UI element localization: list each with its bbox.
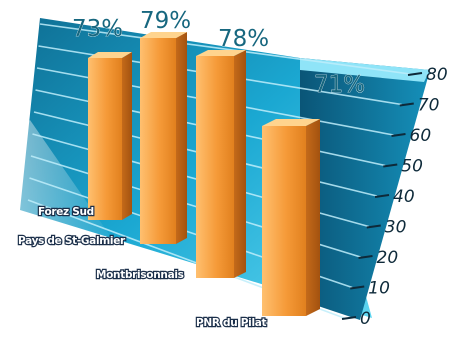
- category-label: PNR du Pilat: [196, 317, 267, 329]
- data-label: 79%: [140, 8, 191, 34]
- bar: [88, 52, 132, 220]
- tick-label: 10: [368, 279, 390, 299]
- bar-side: [234, 50, 246, 278]
- gridline: [39, 23, 411, 75]
- tick-label: 80: [426, 65, 448, 85]
- tick-label: 0: [360, 309, 371, 329]
- data-label: 78%: [218, 26, 269, 52]
- bar-top: [88, 52, 132, 58]
- tick-mark: [391, 133, 406, 137]
- category-labels: Forez Sud Pays de St-Galmier Montbrisonnai…: [17, 205, 268, 330]
- category-label: Montbrisonnais: [96, 269, 184, 281]
- tick-mark: [399, 102, 414, 107]
- bar-front: [196, 56, 234, 278]
- data-label: 71%: [314, 72, 365, 98]
- tick-label: 20: [377, 248, 399, 268]
- tick-label: 30: [385, 218, 407, 238]
- tick-mark: [383, 163, 398, 168]
- tick-label: 40: [393, 187, 415, 207]
- bar-side: [122, 52, 132, 220]
- bar-side: [306, 119, 320, 316]
- tick-mark: [358, 255, 373, 259]
- left-glow: [0, 120, 120, 300]
- bar-front: [88, 58, 122, 220]
- tick-label: 50: [401, 157, 423, 177]
- data-labels: 73% 79% 78% 71%: [72, 8, 366, 99]
- tick-mark: [366, 224, 381, 229]
- tick-label: 60: [410, 126, 432, 146]
- tick-label: 70: [418, 96, 440, 116]
- category-label: Forez Sud: [38, 206, 94, 218]
- bar: [262, 119, 320, 316]
- bar: [140, 32, 187, 244]
- bar-top: [262, 119, 320, 126]
- tick-mark: [407, 72, 423, 76]
- tick-mark: [350, 285, 365, 290]
- bar-side: [176, 32, 187, 244]
- category-label: Pays de St-Galmier: [18, 235, 126, 247]
- tick-mark: [374, 194, 390, 198]
- y-axis-ticks: 0 10 20 30 40 50 60 70 80: [341, 65, 448, 329]
- bar: [196, 50, 246, 278]
- bar-front: [140, 38, 176, 244]
- bar-front: [262, 126, 306, 316]
- bar-top: [196, 50, 246, 56]
- tick-mark: [341, 316, 357, 320]
- bar-top: [140, 32, 187, 38]
- data-label: 73%: [72, 16, 123, 42]
- bars: [88, 32, 320, 316]
